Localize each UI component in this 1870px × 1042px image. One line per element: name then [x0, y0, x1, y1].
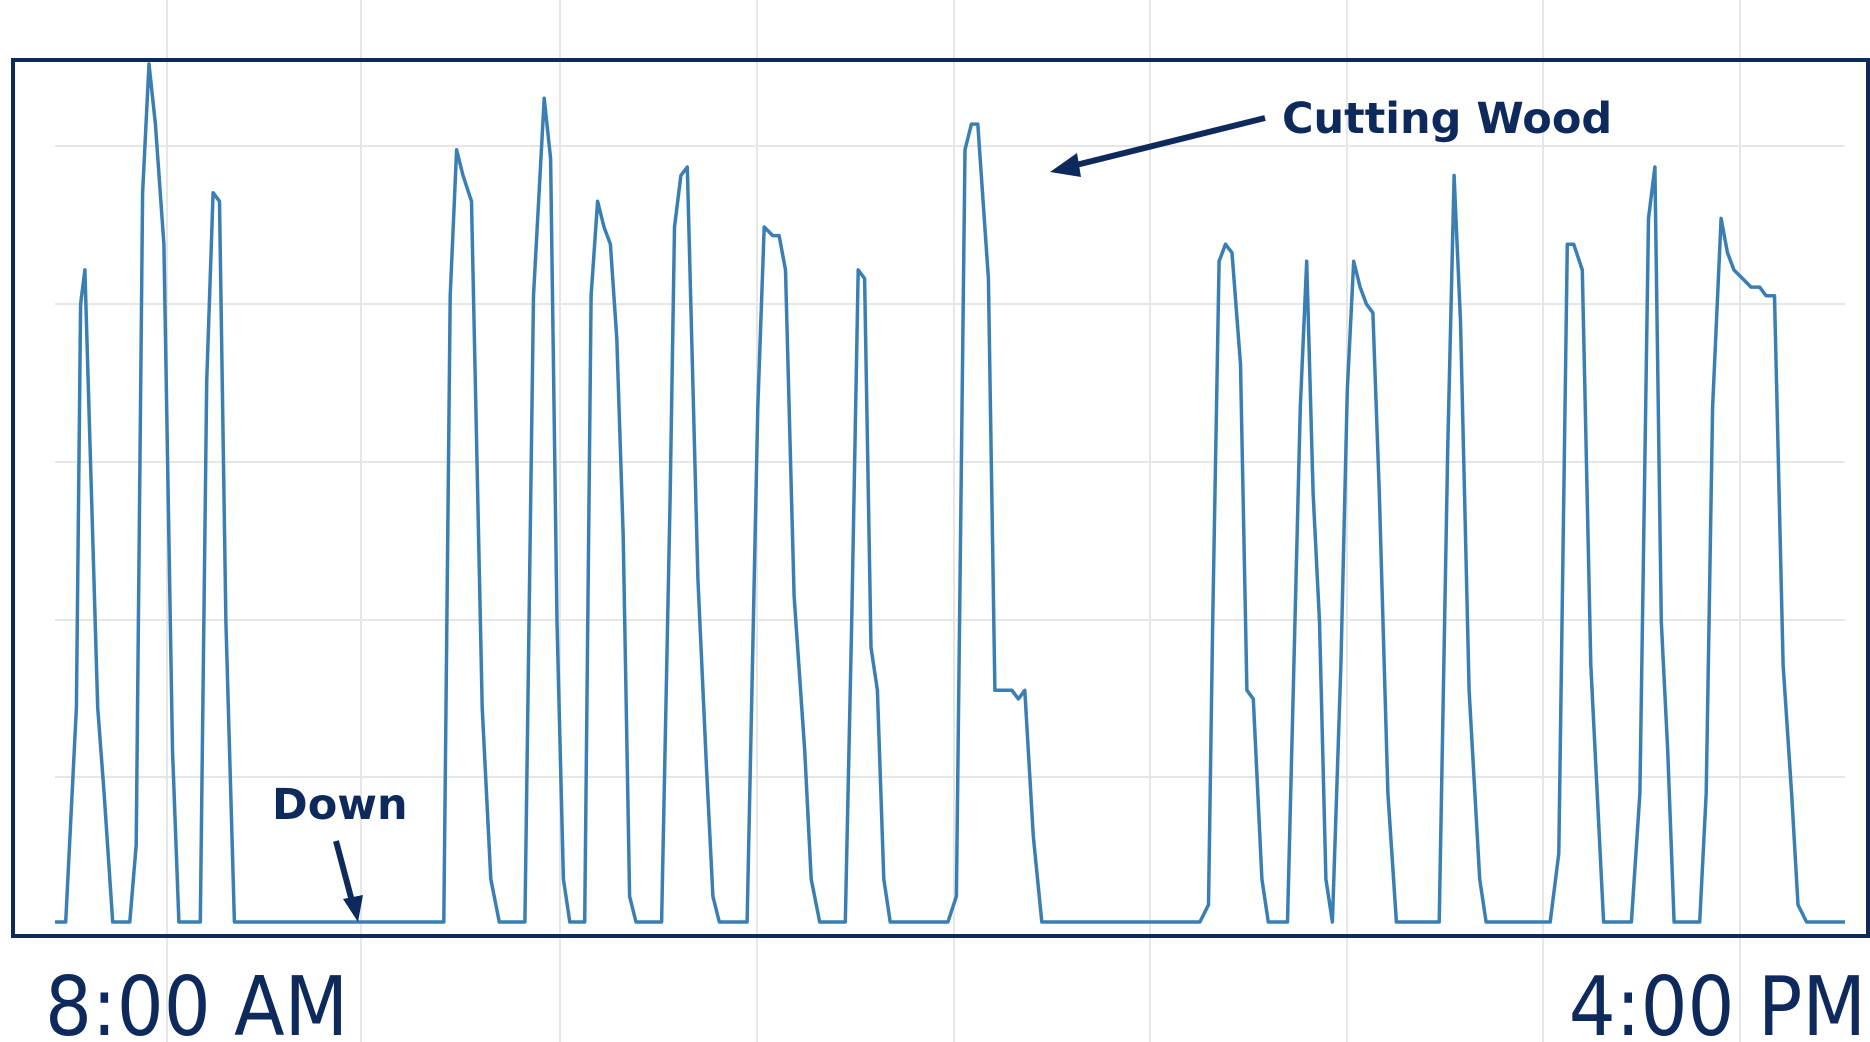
annotation-label: Cutting Wood	[1282, 94, 1612, 144]
x-label-end: 4:00 PM	[1569, 960, 1866, 1042]
x-label-start: 8:00 AM	[45, 960, 348, 1042]
grid	[55, 0, 1845, 1042]
annotation-cutting-wood: Cutting Wood	[1050, 94, 1612, 177]
annotation-arrow-shaft	[1059, 115, 1266, 172]
arrow-head-icon	[343, 895, 363, 922]
arrow-head-icon	[1050, 153, 1081, 177]
annotation-label: Down	[272, 780, 408, 830]
plot-frame	[11, 58, 1870, 938]
series-line	[55, 62, 1845, 924]
annotation-down: Down	[272, 780, 408, 922]
annotation-arrow-shaft	[333, 840, 356, 906]
